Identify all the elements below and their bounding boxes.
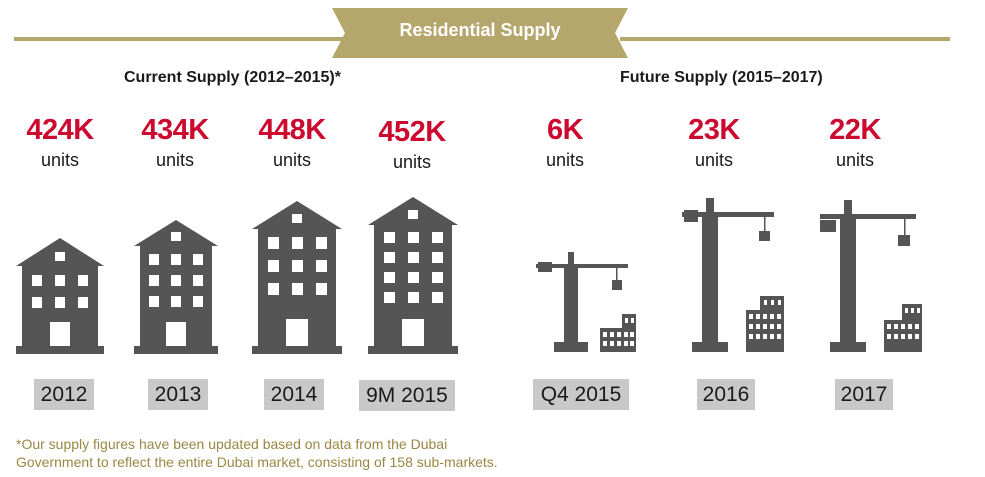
- period-label-2017: 2017: [835, 379, 893, 410]
- header-rule-left: [14, 37, 344, 41]
- period-label-9m-2015: 9M 2015: [359, 380, 455, 411]
- unit-label-2013: units: [155, 150, 195, 170]
- value-label-9m-2015: 452K: [378, 116, 446, 148]
- footnote-line-2: Government to reflect the entire Dubai m…: [16, 454, 498, 470]
- header-rule-right: [620, 37, 950, 41]
- building-icon: [134, 220, 218, 354]
- future-supply-title: Future Supply (2015–2017): [620, 69, 823, 86]
- building-icon: [16, 238, 104, 354]
- footnote: *Our supply figures have been updated ba…: [16, 435, 516, 471]
- building-icon: [252, 201, 342, 354]
- value-label-2016: 23K: [688, 114, 740, 146]
- crane-icon: [682, 198, 784, 352]
- value-label-2017: 22K: [829, 114, 881, 146]
- value-label-q4-2015: 6K: [546, 114, 584, 146]
- current-supply-title: Current Supply (2012–2015)*: [124, 69, 341, 86]
- unit-label-2016: units: [694, 150, 734, 170]
- building-icon: [368, 197, 458, 354]
- period-label-2014: 2014: [264, 379, 324, 410]
- unit-label-2017: units: [835, 150, 875, 170]
- unit-label-2012: units: [40, 150, 80, 170]
- period-label-q4-2015: Q4 2015: [533, 379, 629, 410]
- banner-ribbon: [332, 8, 628, 58]
- crane-icon: [536, 252, 636, 352]
- period-label-2012: 2012: [34, 379, 94, 410]
- value-label-2014: 448K: [258, 114, 326, 146]
- unit-label-9m-2015: units: [392, 152, 432, 172]
- crane-icon: [820, 200, 922, 352]
- value-label-2012: 424K: [26, 114, 94, 146]
- footnote-line-1: *Our supply figures have been updated ba…: [16, 436, 448, 452]
- unit-label-q4-2015: units: [545, 150, 585, 170]
- banner-title: Residential Supply: [399, 20, 561, 40]
- period-label-2016: 2016: [697, 379, 755, 410]
- value-label-2013: 434K: [141, 114, 209, 146]
- period-label-2013: 2013: [148, 379, 208, 410]
- unit-label-2014: units: [272, 150, 312, 170]
